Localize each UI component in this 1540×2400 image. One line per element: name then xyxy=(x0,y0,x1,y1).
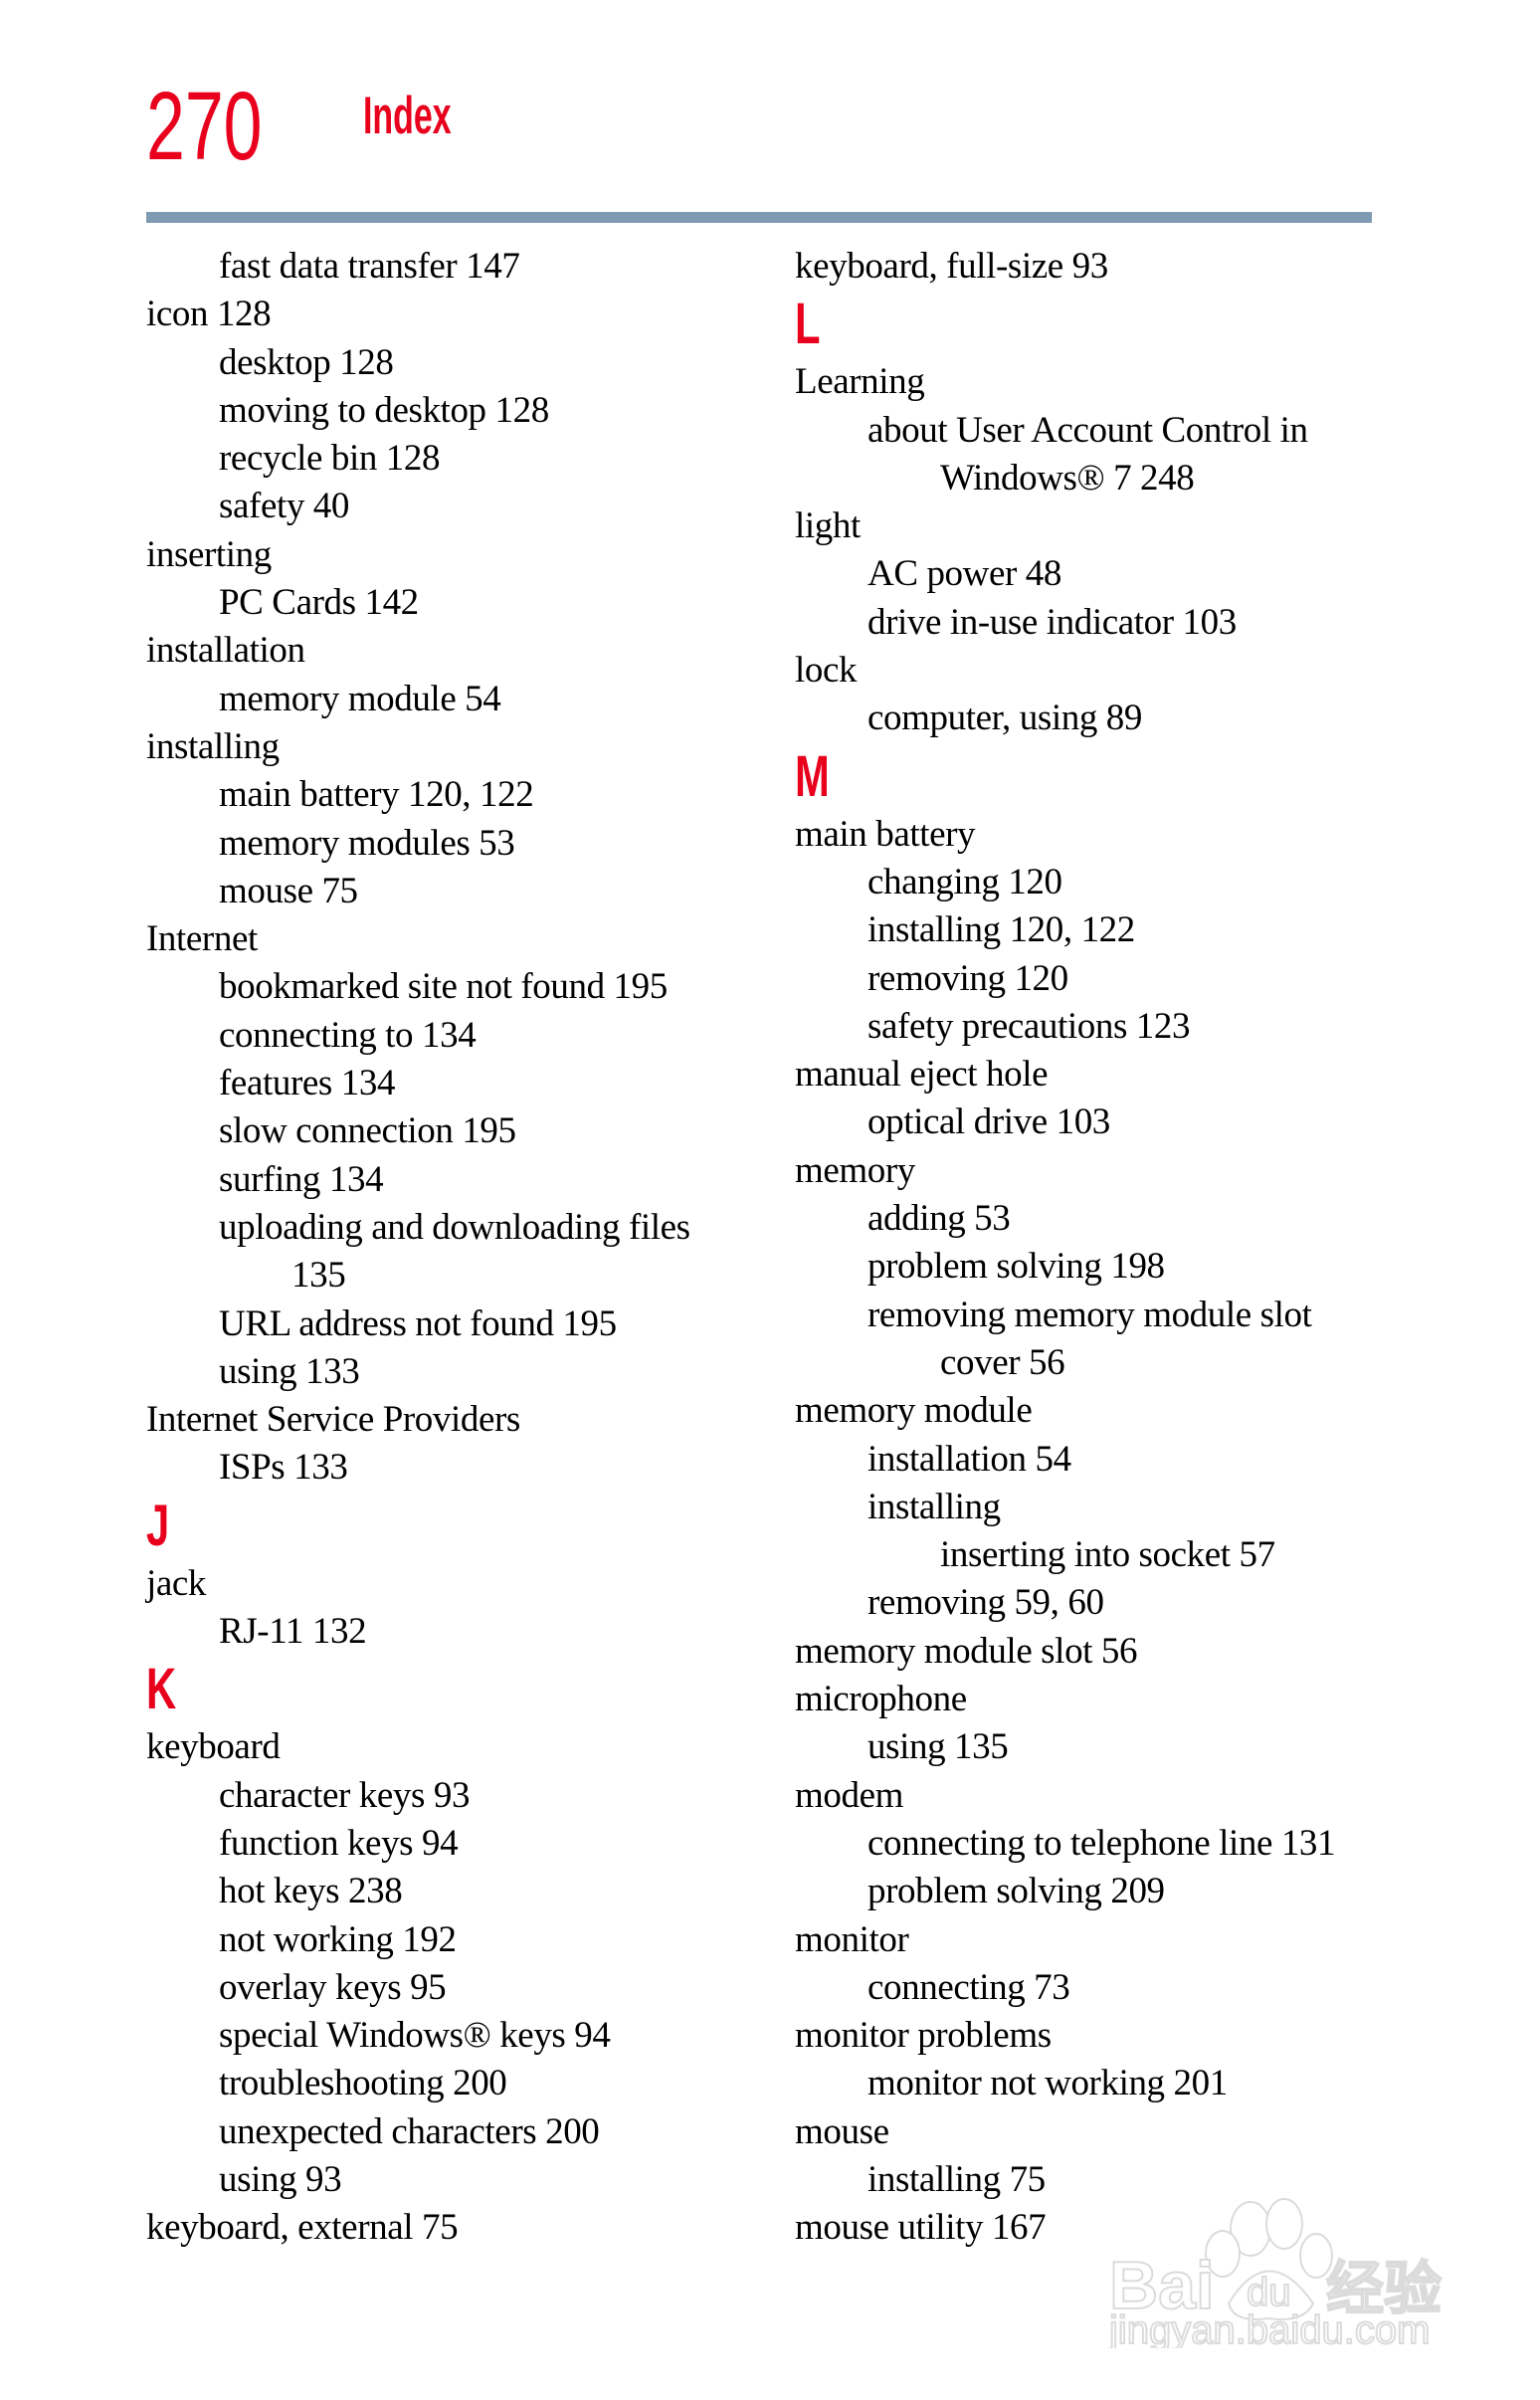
index-column-right: keyboard, full-size 93 L Learning about Use… xyxy=(795,243,1491,2253)
header-rule xyxy=(146,212,1372,223)
index-subentry: safety precautions 123 xyxy=(867,1005,1191,1047)
baidu-watermark-logo: Bai du 经验 jingyan.baidu.com xyxy=(1099,2184,1467,2353)
index-entry: microphone xyxy=(795,1679,967,1720)
index-subentry: 135 xyxy=(291,1255,346,1297)
index-subentry: recycle bin 128 xyxy=(219,438,441,480)
index-subentry: surfing 134 xyxy=(219,1158,384,1200)
index-entry: keyboard, full-size 93 xyxy=(795,246,1108,287)
index-subentry: optical drive 103 xyxy=(867,1101,1110,1143)
index-subentry: hot keys 238 xyxy=(219,1871,403,1912)
svg-text:jingyan.baidu.com: jingyan.baidu.com xyxy=(1108,2308,1430,2348)
index-entry: inserting xyxy=(146,533,272,575)
index-subentry: installing xyxy=(867,1486,1001,1527)
index-subentry: desktop 128 xyxy=(219,341,394,383)
index-subentry: using 93 xyxy=(219,2158,342,2200)
index-subentry: PC Cards 142 xyxy=(219,582,419,624)
index-subentry: removing 120 xyxy=(867,957,1068,999)
index-subentry: installation 54 xyxy=(867,1438,1071,1480)
index-subentry: ISPs 133 xyxy=(219,1447,348,1489)
index-letter-heading: M xyxy=(795,743,1491,811)
index-letter: M xyxy=(795,743,830,809)
index-entry: manual eject hole xyxy=(795,1054,1049,1096)
index-subentry: computer, using 89 xyxy=(867,698,1142,739)
index-subentry: mouse 75 xyxy=(219,870,358,911)
index-subentry: memory module 54 xyxy=(219,678,501,719)
index-subentry: about User Account Control in xyxy=(867,409,1308,451)
index-entry: lock xyxy=(795,650,858,692)
index-subentry: fast data transfer 147 xyxy=(219,246,520,287)
index-column-left: fast data transfer 147 icon 128 desktop 12… xyxy=(146,243,743,2253)
index-subentry: installing 120, 122 xyxy=(867,909,1135,951)
index-letter: K xyxy=(146,1657,176,1722)
index-subentry: bookmarked site not found 195 xyxy=(219,966,668,1008)
index-subentry: slow connection 195 xyxy=(219,1110,516,1152)
index-entry: icon 128 xyxy=(146,294,272,335)
index-letter-heading: J xyxy=(146,1493,743,1560)
index-subentry: not working 192 xyxy=(219,1918,457,1960)
index-entry: monitor xyxy=(795,1918,909,1960)
page-title: Index xyxy=(363,87,452,145)
index-entry: keyboard, external 75 xyxy=(146,2207,459,2249)
index-entry: jack xyxy=(146,1562,207,1604)
index-subentry: changing 120 xyxy=(867,861,1062,902)
index-entry: monitor problems xyxy=(795,2015,1052,2057)
index-subentry: connecting to 134 xyxy=(219,1014,477,1056)
index-subentry: removing 59, 60 xyxy=(867,1582,1104,1624)
svg-text:经验: 经验 xyxy=(1326,2255,1442,2322)
index-subentry: problem solving 198 xyxy=(867,1246,1165,1288)
index-entry: installation xyxy=(146,630,305,672)
index-subentry: main battery 120, 122 xyxy=(219,774,534,816)
index-letter: J xyxy=(146,1493,169,1558)
index-subentry: drive in-use indicator 103 xyxy=(867,601,1237,643)
index-entry: keyboard xyxy=(146,1726,281,1768)
index-subentry: URL address not found 195 xyxy=(219,1302,617,1344)
svg-text:du: du xyxy=(1247,2271,1291,2314)
index-letter-heading: K xyxy=(146,1656,743,1723)
page-number: 270 xyxy=(146,72,263,180)
index-letter: L xyxy=(795,292,821,357)
index-subentry: memory modules 53 xyxy=(219,822,515,864)
index-entry: memory module xyxy=(795,1390,1033,1432)
index-entry: Internet Service Providers xyxy=(146,1399,520,1441)
index-subentry: inserting into socket 57 xyxy=(940,1534,1275,1576)
index-subentry: Windows® 7 248 xyxy=(940,457,1195,499)
index-subentry: character keys 93 xyxy=(219,1774,471,1816)
index-entry: Internet xyxy=(146,918,258,960)
index-entry: light xyxy=(795,505,861,547)
index-subentry: removing memory module slot xyxy=(867,1294,1312,1335)
index-subentry: connecting 73 xyxy=(867,1966,1070,2008)
index-subentry: troubleshooting 200 xyxy=(219,2063,507,2104)
index-subentry: connecting to telephone line 131 xyxy=(867,1822,1336,1864)
index-subentry: special Windows® keys 94 xyxy=(219,2015,611,2057)
index-subentry: moving to desktop 128 xyxy=(219,389,549,431)
index-entry: mouse xyxy=(795,2110,889,2152)
index-letter-heading: L xyxy=(795,291,1491,358)
index-subentry: installing 75 xyxy=(867,2158,1046,2200)
index-subentry: cover 56 xyxy=(940,1341,1065,1383)
index-subentry: problem solving 209 xyxy=(867,1871,1165,1912)
index-subentry: overlay keys 95 xyxy=(219,1966,447,2008)
index-subentry: features 134 xyxy=(219,1063,396,1104)
index-subentry: AC power 48 xyxy=(867,553,1061,595)
index-entry: Learning xyxy=(795,361,925,403)
index-subentry: safety 40 xyxy=(219,486,349,527)
index-subentry: unexpected characters 200 xyxy=(219,2110,600,2152)
index-entry: modem xyxy=(795,1774,903,1816)
index-entry: memory xyxy=(795,1149,915,1191)
index-subentry: using 133 xyxy=(219,1350,360,1392)
index-entry: memory module slot 56 xyxy=(795,1630,1138,1672)
index-entry: installing xyxy=(146,725,280,767)
index-entry: mouse utility 167 xyxy=(795,2207,1047,2249)
index-subentry: uploading and downloading files xyxy=(219,1206,690,1248)
index-subentry: adding 53 xyxy=(867,1198,1011,1240)
index-subentry: monitor not working 201 xyxy=(867,2063,1228,2104)
svg-text:Bai: Bai xyxy=(1109,2248,1215,2323)
index-subentry: using 135 xyxy=(867,1726,1009,1768)
index-entry: main battery xyxy=(795,813,976,855)
index-subentry: function keys 94 xyxy=(219,1822,459,1864)
index-subentry: RJ-11 132 xyxy=(219,1611,367,1653)
